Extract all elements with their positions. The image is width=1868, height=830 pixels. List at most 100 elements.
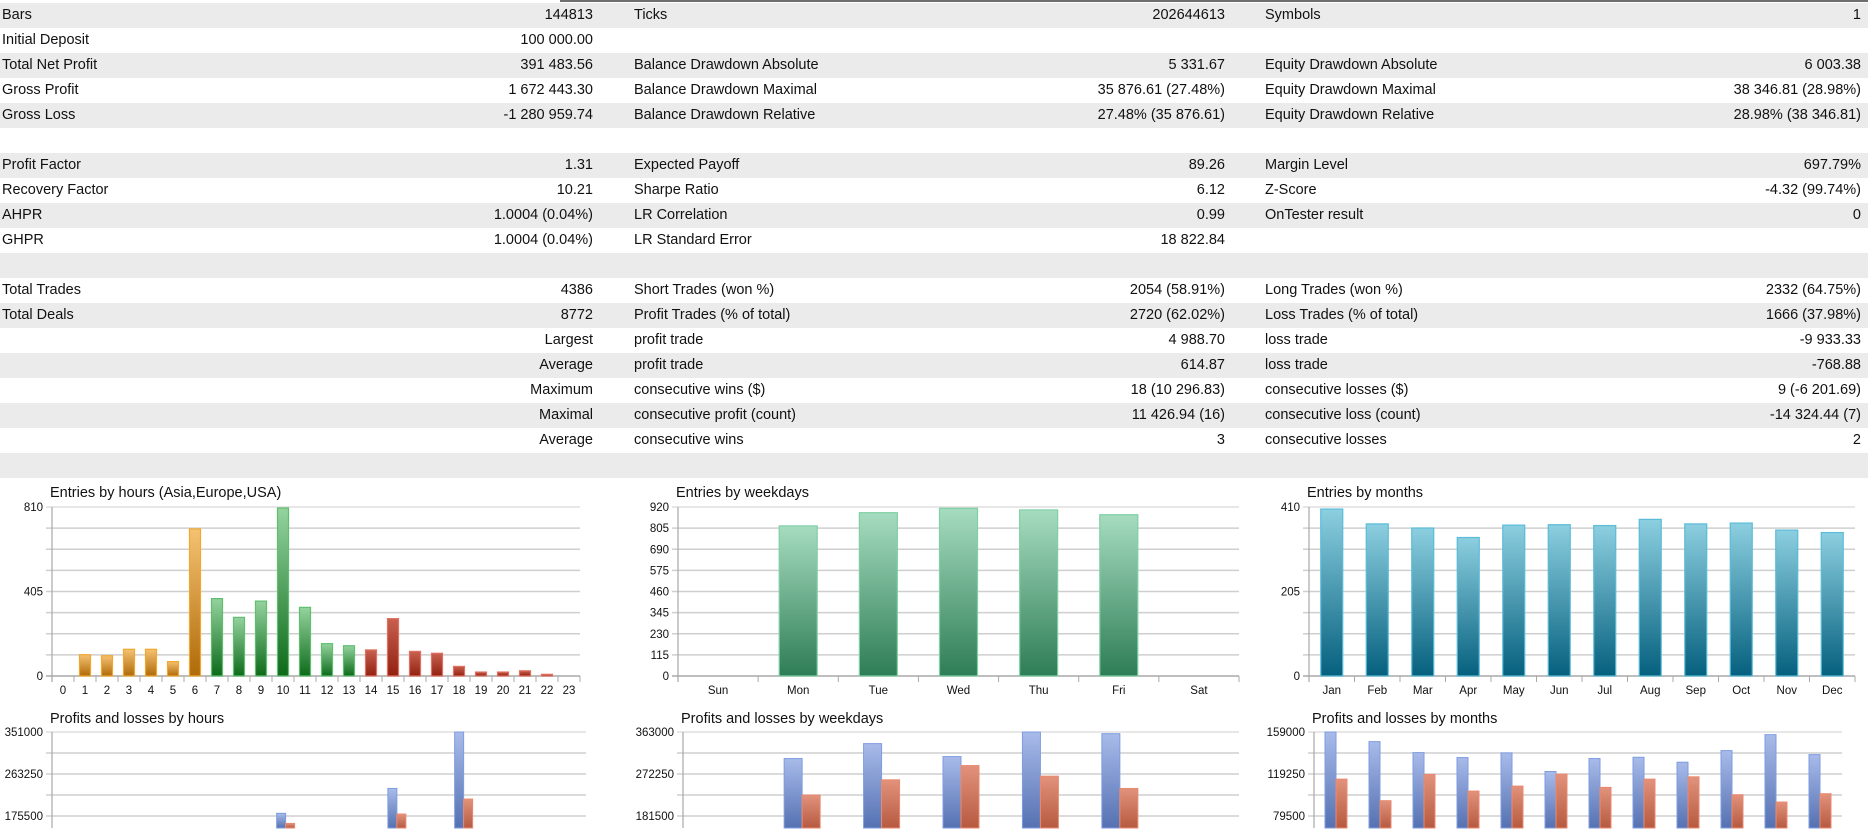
- report-row: [0, 453, 1868, 478]
- stat-value: Average: [539, 432, 593, 448]
- x-tick-label: Dec: [1822, 685, 1843, 697]
- loss-bar: [285, 822, 296, 829]
- x-tick-label: 14: [365, 685, 378, 697]
- x-tick-label: 23: [563, 685, 576, 697]
- loss-bar: [1687, 776, 1700, 829]
- bar: [1684, 523, 1708, 677]
- y-tick-label: 0: [37, 671, 43, 683]
- x-tick-label: 3: [126, 685, 132, 697]
- stat-value: 202644613: [1152, 7, 1225, 23]
- y-tick-label: 0: [1294, 671, 1300, 683]
- stat-label: Ticks: [634, 7, 668, 23]
- x-tick-label: Fri: [1112, 685, 1125, 697]
- bar: [144, 648, 158, 677]
- report-row: Average consecutive wins 3 consecutive loss…: [0, 428, 1868, 453]
- stat-label: Balance Drawdown Relative: [634, 107, 816, 123]
- y-tick-label: 363000: [636, 727, 674, 739]
- loss-bar: [1423, 773, 1436, 829]
- bar: [364, 649, 378, 677]
- profit-bar: [1632, 756, 1645, 829]
- bar: [938, 507, 979, 677]
- loss-bar: [1511, 785, 1524, 829]
- stat-value: 11 426.94 (16): [1131, 407, 1225, 423]
- bar: [1775, 529, 1799, 677]
- loss-bar: [396, 813, 407, 829]
- loss-bar: [1599, 786, 1612, 829]
- x-tick-label: Mon: [787, 685, 809, 697]
- bar: [188, 528, 202, 677]
- x-tick-label: Nov: [1777, 685, 1798, 697]
- x-tick-label: 17: [431, 685, 444, 697]
- bar: [1099, 514, 1139, 677]
- stat-label: consecutive loss (count): [1265, 407, 1421, 423]
- stat-label: Balance Drawdown Absolute: [634, 57, 819, 73]
- loss-bar: [1643, 778, 1656, 829]
- stat-label: Equity Drawdown Relative: [1265, 107, 1435, 123]
- report-row: Recovery Factor 10.21 Sharpe Ratio 6.12 Z-Sc…: [0, 178, 1868, 203]
- profit-bar: [454, 731, 465, 829]
- stat-value: 89.26: [1188, 157, 1225, 173]
- x-tick-label: Aug: [1640, 685, 1660, 697]
- x-tick-label: Jan: [1322, 685, 1341, 697]
- stat-value: 614.87: [1180, 357, 1225, 373]
- stat-value: 2332 (64.75%): [1765, 282, 1861, 298]
- y-tick-label: 805: [650, 523, 669, 535]
- bar: [1320, 508, 1344, 677]
- x-tick-label: 2: [104, 685, 110, 697]
- x-tick-label: Tue: [869, 685, 888, 697]
- profit-bar: [1101, 733, 1121, 829]
- x-tick-label: 7: [214, 685, 220, 697]
- stat-value: 35 876.61 (27.48%): [1097, 82, 1225, 98]
- profit-bar: [783, 758, 803, 829]
- stat-label: Symbols: [1265, 7, 1321, 23]
- stat-label: Margin Level: [1265, 157, 1349, 173]
- stat-value: 1.31: [564, 157, 593, 173]
- loss-bar: [960, 765, 980, 829]
- stat-value: 6.12: [1196, 182, 1225, 198]
- stat-label: Sharpe Ratio: [634, 182, 719, 198]
- chart-title: Profits and losses by weekdays: [681, 711, 883, 727]
- y-tick-label: 810: [24, 502, 43, 514]
- x-tick-label: 16: [409, 685, 422, 697]
- chart-title: Entries by hours (Asia,Europe,USA): [50, 485, 281, 501]
- profit-bar: [1764, 734, 1777, 829]
- stat-label: Long Trades (won %): [1265, 282, 1403, 298]
- x-tick-label: 5: [170, 685, 176, 697]
- x-tick-label: 9: [258, 685, 264, 697]
- y-tick-label: 175500: [5, 811, 43, 823]
- x-tick-label: 6: [192, 685, 198, 697]
- stat-value: -9 933.33: [1799, 332, 1861, 348]
- y-tick-label: 351000: [5, 727, 43, 739]
- profit-bar: [1720, 750, 1733, 829]
- y-tick-label: 119250: [1267, 769, 1305, 781]
- report-row: [0, 253, 1868, 278]
- x-tick-label: Sep: [1686, 685, 1706, 697]
- y-tick-label: 0: [663, 671, 669, 683]
- y-tick-label: 79500: [1273, 811, 1305, 823]
- x-tick-label: 15: [387, 685, 400, 697]
- y-tick-label: 181500: [636, 811, 674, 823]
- x-tick-label: Sun: [708, 685, 728, 697]
- stat-label: Gross Loss: [2, 107, 76, 123]
- stat-value: -4.32 (99.74%): [1765, 182, 1861, 198]
- report-row: Gross Profit 1 672 443.30 Balance Drawdown…: [0, 78, 1868, 103]
- stat-label: Equity Drawdown Absolute: [1265, 57, 1438, 73]
- report-row: Average profit trade 614.87 loss trade -768.…: [0, 353, 1868, 378]
- y-tick-label: 575: [650, 565, 669, 577]
- stat-label: AHPR: [2, 207, 43, 223]
- y-tick-label: 690: [650, 544, 669, 556]
- bar: [1547, 524, 1571, 677]
- stat-value: 0.99: [1196, 207, 1225, 223]
- stat-label: Recovery Factor: [2, 182, 109, 198]
- stat-label: profit trade: [634, 332, 704, 348]
- bar: [540, 673, 554, 677]
- x-tick-label: 10: [277, 685, 290, 697]
- x-tick-label: 1: [82, 685, 88, 697]
- stat-label: Gross Profit: [2, 82, 79, 98]
- stat-value: 6 003.38: [1804, 57, 1861, 73]
- stat-label: consecutive wins: [634, 432, 744, 448]
- bar: [210, 597, 224, 677]
- bar: [858, 512, 898, 677]
- bar: [408, 650, 422, 677]
